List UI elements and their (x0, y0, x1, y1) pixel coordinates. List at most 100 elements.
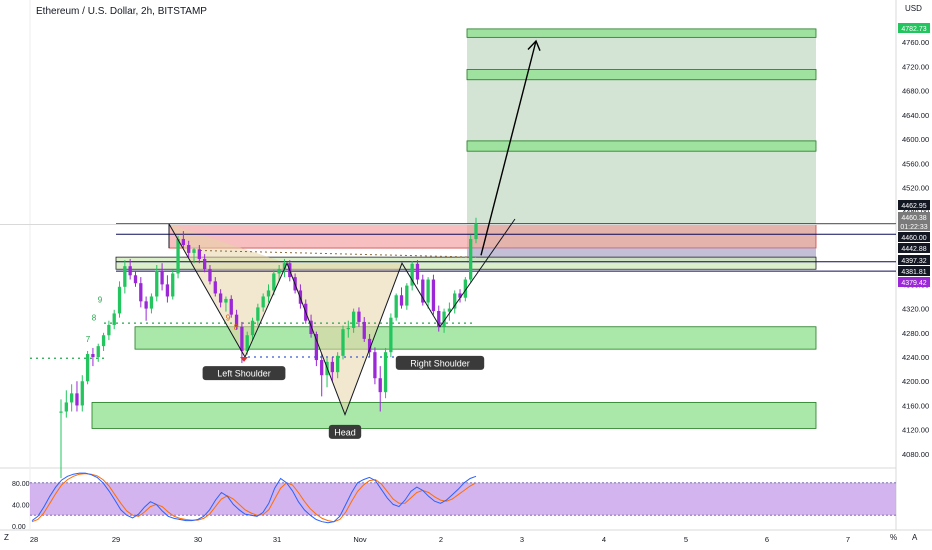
price-label: 4462.95 (901, 203, 926, 210)
corner-auto[interactable]: A (912, 533, 918, 542)
candle-body (165, 284, 170, 297)
price-tick: 4520.00 (902, 184, 929, 193)
candle-body (234, 314, 239, 327)
projection-arrowhead (527, 39, 541, 51)
price-label-bg (898, 212, 930, 222)
candle-body (437, 311, 441, 327)
time-tick: Nov (353, 535, 367, 544)
time-tick: 28 (30, 535, 38, 544)
candle-body (75, 393, 79, 406)
candle-body (80, 381, 84, 406)
candle-body (139, 283, 143, 302)
candle-body (389, 317, 393, 353)
candle-body (261, 296, 265, 308)
annotation-bg (395, 355, 485, 370)
time-tick: 3 (520, 535, 524, 544)
price-tick: 4560.00 (902, 159, 929, 168)
candle-body (362, 321, 366, 339)
candle-body (453, 293, 457, 309)
candle-body (250, 320, 255, 336)
candle-body (197, 249, 201, 259)
candle-body (346, 327, 350, 330)
candle-body (415, 263, 420, 280)
price-label-bg (898, 277, 930, 287)
corner-percent[interactable]: % (890, 533, 898, 542)
price-tick: 4080.00 (902, 450, 929, 459)
projection-arrow (480, 40, 537, 256)
candle-body (107, 324, 111, 336)
candle-body (192, 249, 196, 253)
stoch-band (30, 482, 896, 516)
candle-body (341, 329, 345, 356)
time-tick: 7 (846, 535, 850, 544)
candle-body (394, 295, 398, 318)
candle-body (314, 334, 319, 361)
td-count: 9 (226, 314, 231, 323)
candle-body (399, 295, 404, 306)
candle-body (474, 223, 478, 239)
price-label-bg (898, 266, 930, 276)
annotation-2: Head (328, 424, 362, 439)
price-tick: 4280.00 (902, 329, 929, 338)
candle-body (458, 293, 462, 298)
candle-body (330, 361, 334, 373)
candle-body (320, 360, 324, 376)
price-tick: 4600.00 (902, 135, 929, 144)
candle-body (442, 311, 446, 327)
candle-body (85, 354, 90, 382)
stoch-tick: 80.00 (12, 481, 30, 488)
target-zone-2 (466, 69, 817, 81)
candle-body (101, 335, 106, 347)
stoch-tick: 40.00 (12, 502, 30, 509)
price-tick: 4640.00 (902, 111, 929, 120)
price-label-bg (898, 255, 930, 265)
price-tick: 4160.00 (902, 401, 929, 410)
candle-body (357, 311, 361, 322)
left-shoulder-marker (240, 357, 248, 362)
time-tick: 29 (112, 535, 120, 544)
time-tick: 5 (684, 535, 688, 544)
candle-body (447, 308, 452, 312)
td-count: 7 (86, 335, 91, 344)
candle-body (336, 355, 340, 373)
price-label-bg (898, 200, 930, 210)
candle-body (240, 326, 244, 351)
corner-z[interactable]: Z (4, 533, 9, 542)
target-zone-1 (466, 28, 817, 38)
candle-body (149, 296, 154, 309)
td-count: 8 (234, 323, 239, 332)
candle-body (160, 270, 164, 285)
price-label: 4379.42 (901, 280, 926, 287)
price-tick: 4720.00 (902, 62, 929, 71)
candle-body (96, 346, 100, 358)
time-tick: 6 (765, 535, 769, 544)
price-label: 4381.81 (901, 269, 926, 276)
target-zone-4 (134, 326, 817, 350)
td-count: 8 (92, 314, 97, 323)
candle-body (245, 335, 249, 351)
price-label-bg (898, 243, 930, 253)
candle-body (128, 266, 132, 276)
annotation-1: Left Shoulder (202, 366, 286, 381)
candle-body (64, 402, 68, 412)
candle-body (123, 266, 127, 287)
price-label: 4782.73 (901, 26, 926, 33)
time-tick: 2 (439, 535, 443, 544)
candle-body (282, 263, 287, 270)
price-label: 4442.88 (901, 246, 926, 253)
stoch-k-line (31, 472, 477, 524)
candle-body (203, 258, 207, 270)
candle-body (431, 279, 436, 312)
price-tick: 4680.00 (902, 87, 929, 96)
annotation-bg (328, 424, 362, 439)
annotation-bg (202, 366, 286, 381)
candle-body (426, 279, 430, 303)
candle-body (213, 281, 217, 294)
candle-body (224, 298, 228, 303)
candle-body (59, 411, 63, 413)
annotation-label: Right Shoulder (410, 358, 470, 368)
currency-label: USD (905, 4, 922, 13)
candle-body (181, 238, 186, 246)
